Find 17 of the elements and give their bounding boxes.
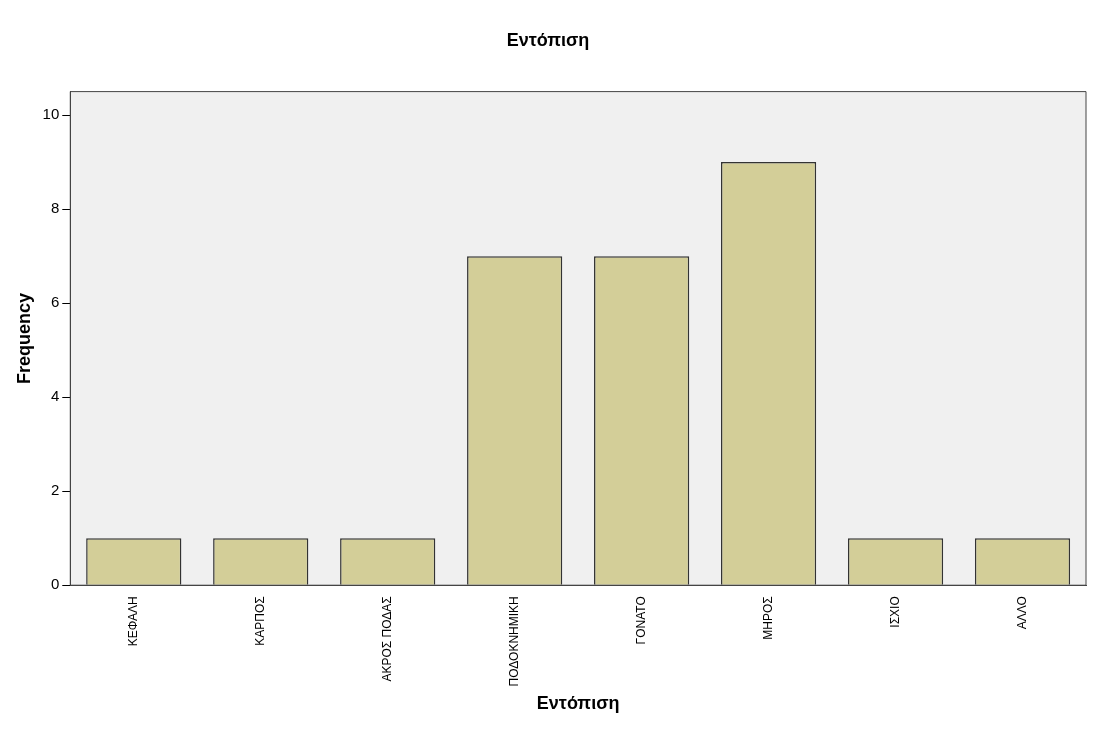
y-tick-label: 0 [50,575,60,593]
x-tick-label: ΜΗΡΟΣ [760,596,775,640]
x-tick-label: ΑΚΡΟΣ ΠΟΔΑΣ [380,596,395,682]
y-tick-label: 4 [50,387,60,405]
y-tick-label: 10 [42,105,60,123]
x-tick-label: ΚΕΦΑΛΗ [126,596,141,647]
y-tick-label: 6 [50,293,60,311]
x-tick-label: ΓΟΝΑΤΟ [633,596,648,645]
y-axis-title: Frequency [13,292,34,384]
x-tick-label: ΠΟΔΟΚΝΗΜΙΚΗ [506,596,521,687]
y-tick-label: 8 [50,199,60,217]
x-tick-label: ΚΑΡΠΟΣ [253,596,268,646]
y-tick-label: 2 [50,481,60,499]
x-tick-label: ΙΣΧΙΟ [887,596,902,628]
chart-title: Εντόπιση [506,29,590,50]
x-axis-title: Εντόπιση [536,693,620,714]
x-tick-label: ΑΛΛΟ [1014,596,1029,630]
